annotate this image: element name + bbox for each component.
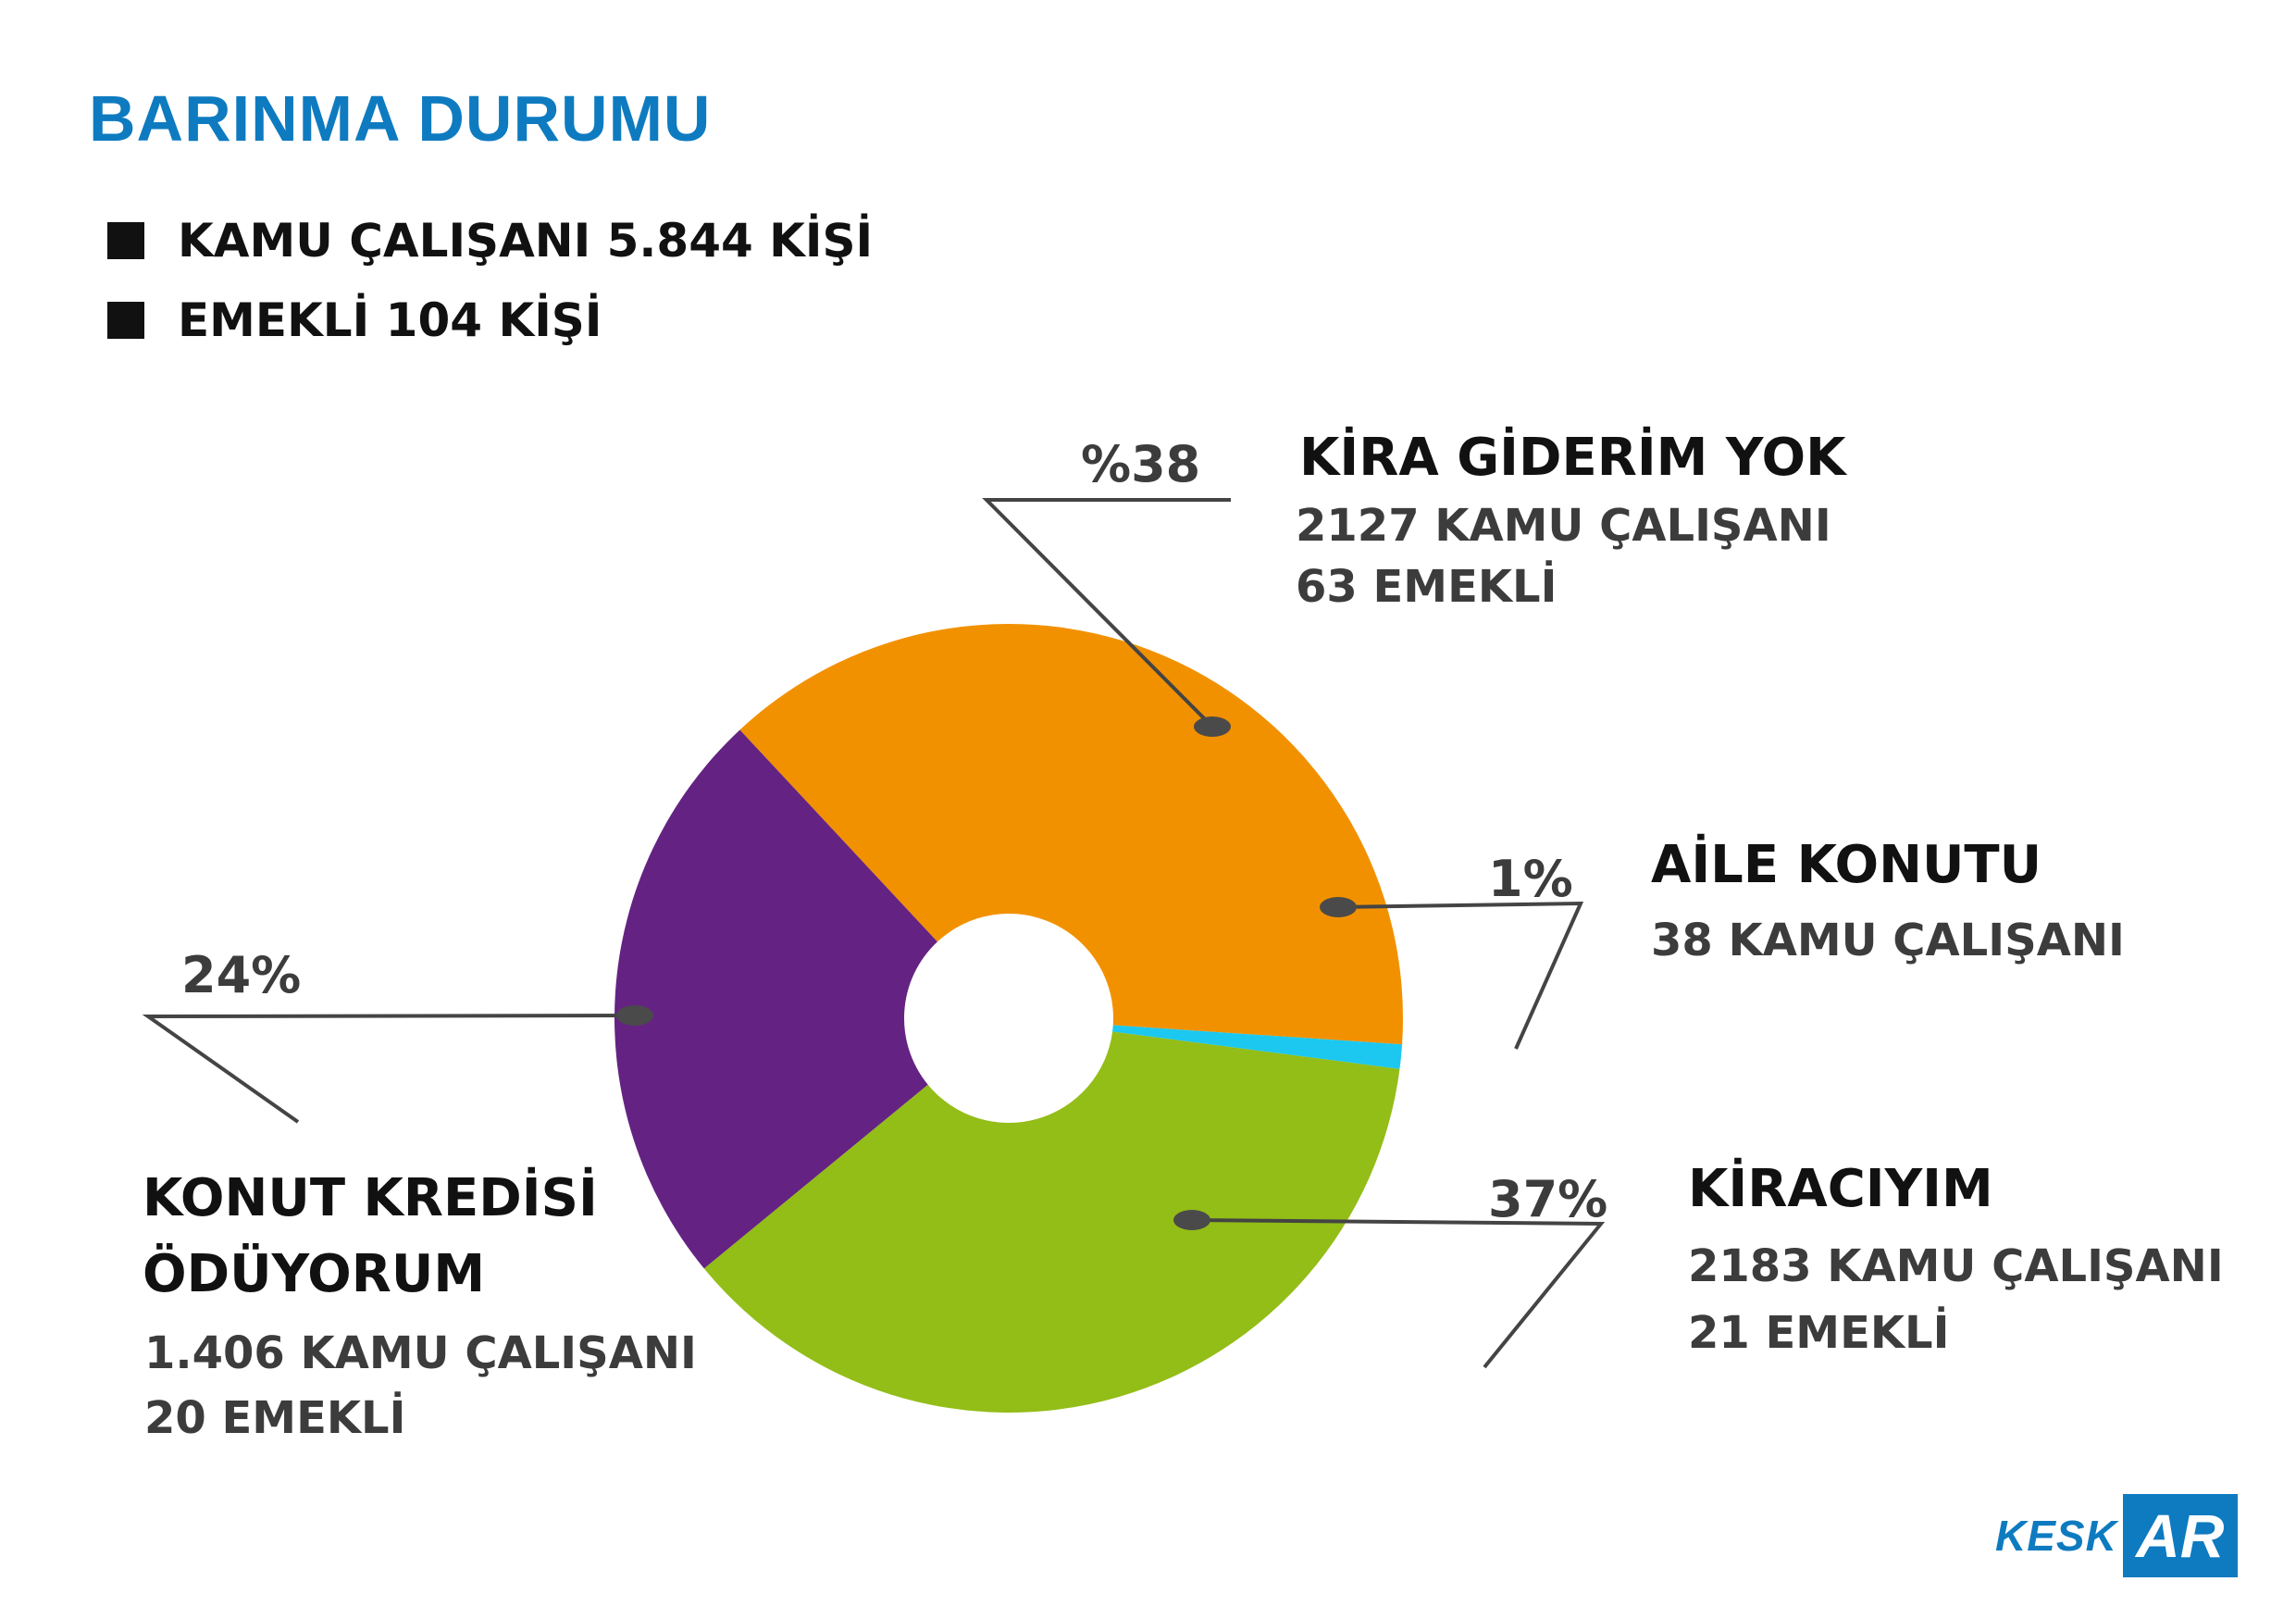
slice-detail-label: 63 EMEKLİ xyxy=(1296,561,1558,613)
slice-name-label: KİRACIYIM xyxy=(1688,1159,1993,1219)
slice-pct-label: 37% xyxy=(1488,1170,1608,1228)
slice-pct-label: %38 xyxy=(1081,435,1201,493)
leader-line xyxy=(142,1014,636,1124)
slice-pct-label: 24% xyxy=(181,946,302,1004)
brand-box: AR xyxy=(2122,1494,2238,1577)
slice-name-label: AİLE KONUTU xyxy=(1651,835,2042,895)
legend-label: EMEKLİ 104 KİŞİ xyxy=(178,293,602,347)
slice-detail-label: 2183 KAMU ÇALIŞANI xyxy=(1688,1240,2224,1292)
leader-dot xyxy=(1194,716,1231,737)
slice-detail-label: 2127 KAMU ÇALIŞANI xyxy=(1296,500,1831,552)
leader-dot xyxy=(1173,1210,1210,1230)
slice-detail-label: 1.406 KAMU ÇALIŞANI xyxy=(144,1327,697,1379)
donut-slice xyxy=(703,1031,1400,1413)
slice-detail-label: 21 EMEKLİ xyxy=(1688,1307,1950,1359)
legend-item-kamu: KAMU ÇALIŞANI 5.844 KİŞİ xyxy=(107,213,873,268)
slice-pct-label: 1% xyxy=(1488,850,1573,908)
slice-name-label: KONUT KREDİSİ xyxy=(143,1168,598,1228)
slice-detail-label: 20 EMEKLİ xyxy=(144,1392,406,1444)
chart-title: BARINMA DURUMU xyxy=(89,82,712,155)
leader-line xyxy=(1191,1218,1606,1369)
kesk-ar-logo: KESK AR xyxy=(1995,1494,2238,1577)
leader-line xyxy=(1337,901,1584,1050)
leader-line xyxy=(982,498,1231,729)
slice-name-label: ÖDÜYORUM xyxy=(143,1244,486,1304)
donut-slice xyxy=(1112,1025,1403,1069)
legend-item-emekli: EMEKLİ 104 KİŞİ xyxy=(107,293,602,348)
legend-square-icon xyxy=(107,302,144,339)
leader-dot xyxy=(1320,897,1357,917)
slice-name-label: KİRA GİDERİM YOK xyxy=(1299,428,1846,488)
slice-detail-label: 38 KAMU ÇALIŞANI xyxy=(1651,915,2125,966)
donut-slice xyxy=(739,623,1403,1045)
donut-slice xyxy=(614,729,937,1269)
legend-label: KAMU ÇALIŞANI 5.844 KİŞİ xyxy=(178,214,874,268)
legend-square-icon xyxy=(107,222,144,259)
leader-dot xyxy=(616,1005,653,1026)
brand-text: KESK xyxy=(1995,1512,2117,1560)
